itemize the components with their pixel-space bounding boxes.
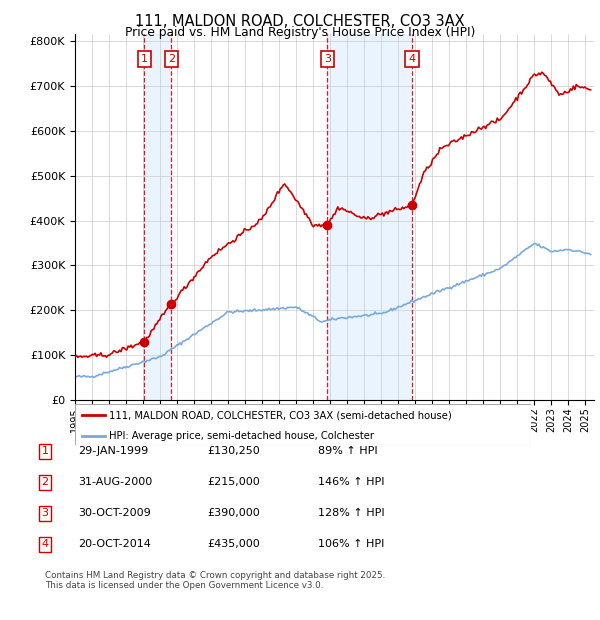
Text: 30-OCT-2009: 30-OCT-2009 (78, 508, 151, 518)
Text: 1: 1 (41, 446, 49, 456)
Text: 111, MALDON ROAD, COLCHESTER, CO3 3AX: 111, MALDON ROAD, COLCHESTER, CO3 3AX (135, 14, 465, 29)
Bar (145, 34, 172, 400)
Text: 20-OCT-2014: 20-OCT-2014 (78, 539, 151, 549)
Text: 4: 4 (409, 54, 415, 64)
Text: £390,000: £390,000 (207, 508, 260, 518)
Text: 2: 2 (41, 477, 49, 487)
Text: 29-JAN-1999: 29-JAN-1999 (78, 446, 148, 456)
Text: Contains HM Land Registry data © Crown copyright and database right 2025.: Contains HM Land Registry data © Crown c… (45, 570, 385, 580)
Text: 4: 4 (41, 539, 49, 549)
Text: 146% ↑ HPI: 146% ↑ HPI (318, 477, 385, 487)
Text: HPI: Average price, semi-detached house, Colchester: HPI: Average price, semi-detached house,… (109, 431, 374, 441)
Text: 111, MALDON ROAD, COLCHESTER, CO3 3AX (semi-detached house): 111, MALDON ROAD, COLCHESTER, CO3 3AX (s… (109, 410, 452, 420)
Text: £215,000: £215,000 (207, 477, 260, 487)
Text: 128% ↑ HPI: 128% ↑ HPI (318, 508, 385, 518)
Text: £130,250: £130,250 (207, 446, 260, 456)
Text: 31-AUG-2000: 31-AUG-2000 (78, 477, 152, 487)
FancyBboxPatch shape (75, 404, 531, 445)
Text: 106% ↑ HPI: 106% ↑ HPI (318, 539, 385, 549)
Text: 2: 2 (168, 54, 175, 64)
Text: 3: 3 (324, 54, 331, 64)
Text: Price paid vs. HM Land Registry's House Price Index (HPI): Price paid vs. HM Land Registry's House … (125, 26, 475, 39)
Text: 1: 1 (141, 54, 148, 64)
Text: £435,000: £435,000 (207, 539, 260, 549)
Bar (328, 34, 412, 400)
Text: 89% ↑ HPI: 89% ↑ HPI (318, 446, 377, 456)
Text: 3: 3 (41, 508, 49, 518)
Text: This data is licensed under the Open Government Licence v3.0.: This data is licensed under the Open Gov… (45, 581, 323, 590)
